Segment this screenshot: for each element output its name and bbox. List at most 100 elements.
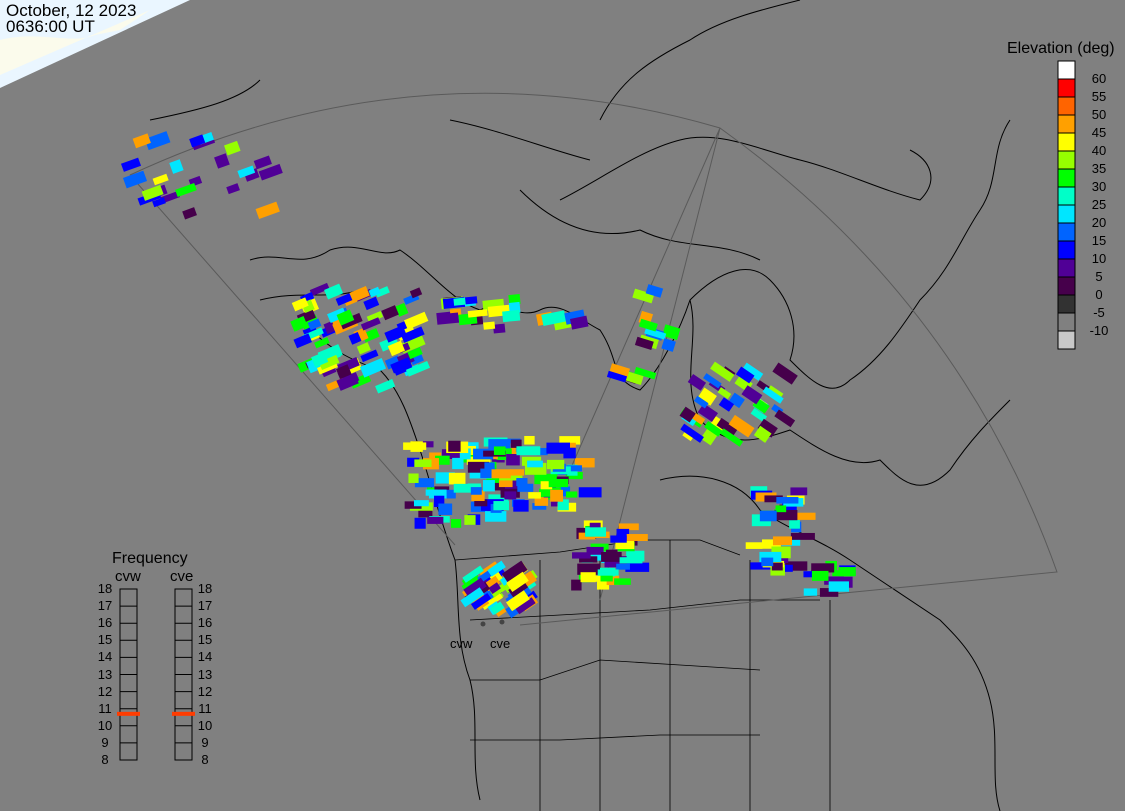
radar-field-of-view <box>129 92 1058 626</box>
elevation-color-swatch <box>1057 114 1076 134</box>
echo-cell <box>434 495 445 508</box>
echo-cell <box>408 473 419 483</box>
echo-cell <box>335 292 355 306</box>
echo-cell <box>566 465 582 472</box>
echo-cell <box>460 442 479 450</box>
frequency-tick-label: 10 <box>97 717 113 733</box>
elevation-color-swatch <box>1057 312 1076 332</box>
echo-cell <box>803 588 818 596</box>
elevation-label: 30 <box>1091 179 1107 194</box>
echo-cell <box>774 409 796 428</box>
echo-cell <box>592 551 607 561</box>
echo-cell <box>832 570 851 577</box>
echo-cell <box>413 500 429 507</box>
echo-cell <box>144 131 171 151</box>
echo-cell <box>403 311 429 330</box>
echo-cell <box>735 366 755 384</box>
echo-cell <box>483 321 496 330</box>
echo-cell <box>390 357 413 374</box>
echo-cell <box>363 296 380 311</box>
echo-cell <box>387 340 406 357</box>
echo-cell <box>502 309 521 323</box>
date-label: October, 12 2023 <box>6 1 137 20</box>
echo-cell <box>775 554 789 563</box>
echo-cell <box>634 336 654 350</box>
freq-radar-cvw: cvw <box>115 568 141 585</box>
echo-cell <box>453 483 477 493</box>
echo-cell <box>404 501 422 509</box>
echo-cell <box>513 500 529 512</box>
echo-cell <box>466 456 491 465</box>
echo-cell <box>764 495 783 503</box>
frequency-tick-label: 13 <box>97 666 113 682</box>
echo-cell <box>384 355 402 370</box>
echo-cell <box>541 310 567 326</box>
echo-cell <box>596 579 610 590</box>
echo-cell <box>318 354 340 370</box>
frequency-tick-label: 14 <box>197 649 213 665</box>
echo-cell <box>470 487 482 495</box>
frequency-marker-cve <box>172 711 195 716</box>
echo-cell <box>427 516 444 524</box>
daylight-region <box>0 0 190 88</box>
echo-cell <box>253 155 272 170</box>
echo-cell <box>757 418 778 438</box>
echo-cell <box>577 563 600 575</box>
echo-cell <box>490 601 505 615</box>
frequency-tick-label: 18 <box>97 581 113 596</box>
echo-cell <box>534 473 558 485</box>
echo-cell <box>356 342 371 355</box>
echo-cell <box>634 366 657 380</box>
echo-cell <box>534 497 549 506</box>
elevation-color-swatch <box>1057 222 1076 242</box>
boundary-2 <box>470 659 761 681</box>
echo-cell <box>499 474 523 484</box>
elevation-legend-title: Elevation (deg) <box>1007 40 1115 57</box>
echo-cell <box>571 579 582 591</box>
echo-cell <box>425 489 438 496</box>
echo-cell <box>506 571 529 592</box>
echo-cell <box>616 563 630 570</box>
echo-cell <box>761 557 774 567</box>
echo-cell <box>491 469 511 479</box>
echo-cell <box>716 417 738 437</box>
echo-cell <box>435 472 455 484</box>
echo-cell <box>290 315 308 332</box>
frequency-tick-label: 9 <box>201 734 209 750</box>
frequency-tick-label: 18 <box>197 581 213 596</box>
echo-cell <box>414 459 432 468</box>
echo-cell <box>572 552 591 559</box>
echo-cell <box>448 440 461 452</box>
echo-cell <box>360 349 379 363</box>
echo-cell <box>169 159 184 174</box>
time-label: 0636:00 UT <box>6 17 95 36</box>
echo-cell <box>493 501 510 511</box>
elevation-color-swatch <box>1057 96 1076 116</box>
frequency-tick-label: 9 <box>101 734 109 750</box>
echo-cell <box>776 497 799 504</box>
echo-cell <box>485 511 507 522</box>
echo-cell <box>226 183 240 195</box>
echo-cell <box>759 551 782 563</box>
echo-cell <box>550 489 564 502</box>
echo-cell <box>680 423 704 443</box>
echo-cell <box>506 590 530 612</box>
echo-cell <box>601 551 622 562</box>
echo-cell <box>293 333 313 349</box>
echo-cell <box>517 483 534 492</box>
echo-cell <box>237 165 256 179</box>
echo-cell <box>557 499 569 511</box>
echo-cell <box>548 478 569 488</box>
echo-cell <box>632 288 655 304</box>
frequency-tick-label: 17 <box>197 598 213 614</box>
echo-cell <box>359 357 387 378</box>
elevation-color-swatch <box>1057 240 1076 260</box>
echo-cell <box>464 515 476 525</box>
frequency-tick-label: 11 <box>98 700 112 716</box>
elevation-color-swatch <box>1057 276 1076 296</box>
echo-cell <box>467 309 488 318</box>
echo-cell <box>189 134 206 148</box>
echo-cell <box>492 323 506 334</box>
